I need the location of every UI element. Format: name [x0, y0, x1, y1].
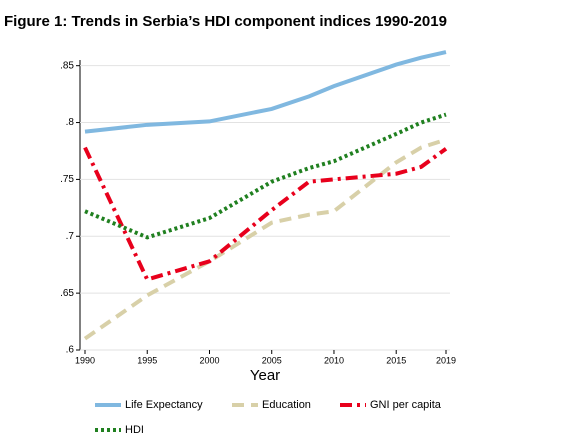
y-tick-label: .7	[66, 231, 75, 242]
x-tick-label: 1995	[137, 355, 157, 365]
legend-label: GNI per capita	[370, 399, 442, 411]
chart-title: Figure 1: Trends in Serbia’s HDI compone…	[4, 13, 447, 30]
y-tick-label: .65	[60, 288, 74, 299]
x-tick-label: 1990	[75, 355, 95, 365]
legend-label: HDI	[125, 424, 144, 436]
series-line	[84, 112, 447, 240]
series-line	[83, 146, 448, 282]
y-tick-label: .6	[66, 345, 75, 356]
y-tick-label: .8	[66, 117, 75, 128]
x-tick-label: 2010	[324, 355, 344, 365]
x-tick-label: 2000	[199, 355, 219, 365]
y-tick-label: .75	[60, 174, 74, 185]
legend-label: Education	[262, 399, 311, 411]
series-line	[83, 137, 447, 341]
legend-label: Life Expectancy	[125, 399, 203, 411]
series-line	[84, 50, 447, 134]
x-tick-label: 2019	[436, 355, 456, 365]
x-axis-title: Year	[250, 367, 280, 384]
x-tick-label: 2005	[262, 355, 282, 365]
x-tick-label: 2015	[386, 355, 406, 365]
y-tick-label: .85	[60, 60, 74, 71]
